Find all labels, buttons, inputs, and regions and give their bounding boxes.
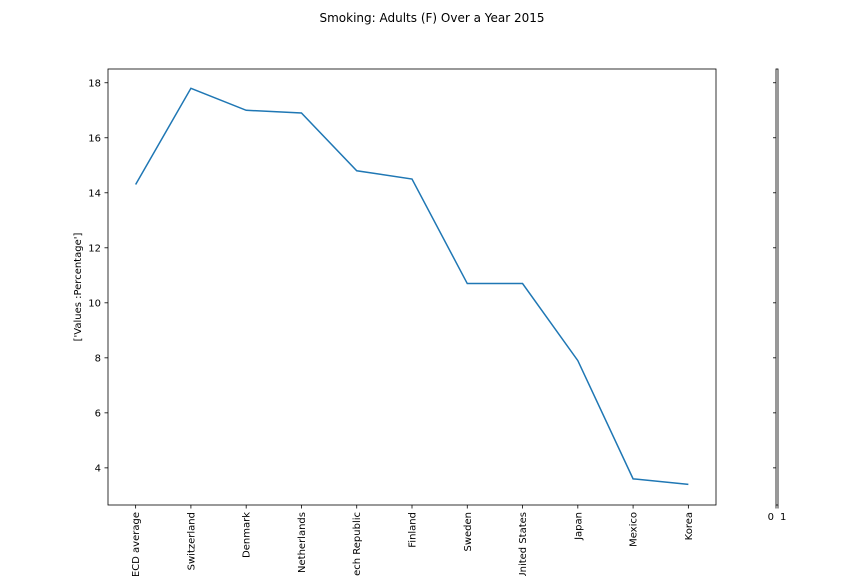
y-tick-label: 14 <box>88 188 101 199</box>
chart-title: Smoking: Adults (F) Over a Year 2015 <box>319 11 544 25</box>
x-tick-label: Netherlands <box>297 512 308 573</box>
x-tick-label: Switzerland <box>186 512 197 570</box>
x-tick-label: OECD average <box>131 512 142 576</box>
y-axis-label: ['Values :Percentage'] <box>73 233 84 342</box>
y-tick-label: 10 <box>88 298 101 309</box>
plot-frame <box>107 68 717 506</box>
data-line <box>134 87 689 486</box>
y-tick-label: 18 <box>88 78 101 89</box>
x-tick-label: Mexico <box>629 512 640 547</box>
x-tick-label: Japan <box>573 512 584 541</box>
x-tick-label: Czech Republic <box>352 512 363 576</box>
x-tick-label: Sweden <box>463 512 474 552</box>
side-axis-x-tick-label: 1 <box>780 512 786 523</box>
y-tick-label: 16 <box>88 133 101 144</box>
side-axis-x-tick-label: 0 <box>768 512 774 523</box>
y-tick-label: 8 <box>95 353 101 364</box>
y-tick-label: 6 <box>95 408 101 419</box>
x-tick-label: United States <box>518 512 529 576</box>
x-tick-label: Denmark <box>242 512 253 558</box>
x-tick-label: Finland <box>408 512 419 548</box>
x-tick-label: Korea <box>684 512 695 540</box>
y-tick-label: 12 <box>88 243 101 254</box>
side-axis-frame <box>775 68 779 506</box>
y-tick-label: 4 <box>95 463 101 474</box>
